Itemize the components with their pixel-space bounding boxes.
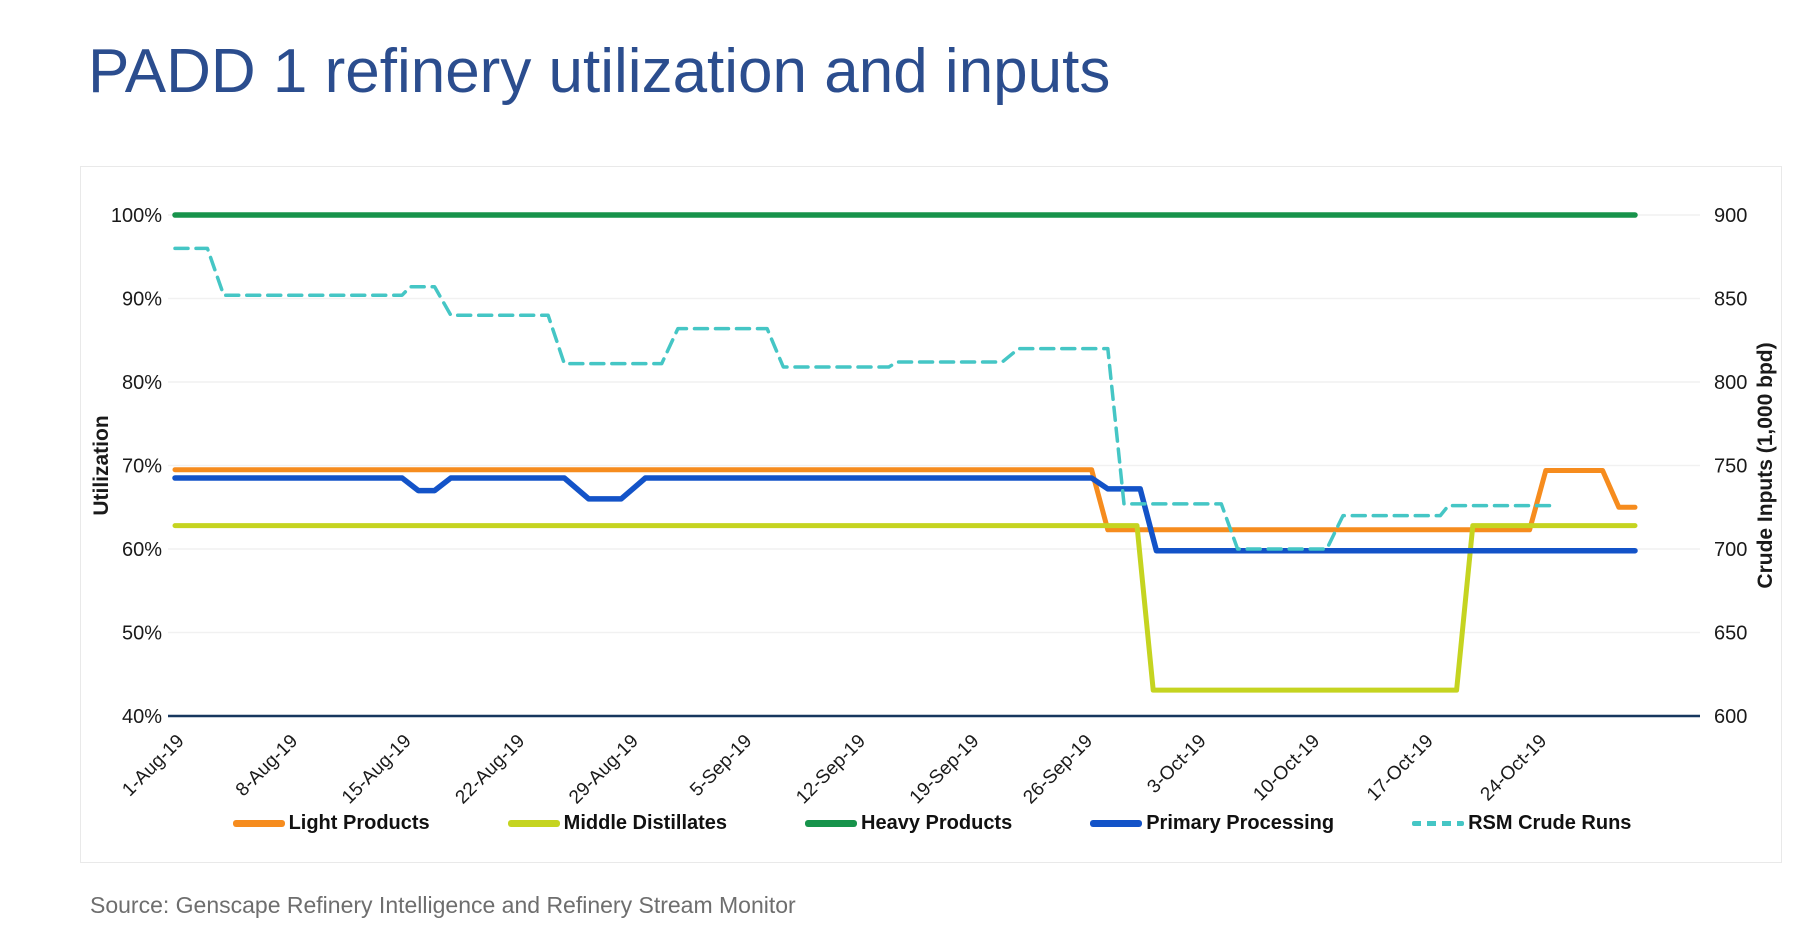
x-axis-tick-label: 1-Aug-19 xyxy=(118,731,188,801)
left-axis-tick-label: 60% xyxy=(122,539,162,561)
series-rsm-crude-runs xyxy=(173,246,1556,551)
right-axis-tick-label: 750 xyxy=(1714,456,1747,478)
heavy-products-swatch-icon xyxy=(805,820,858,827)
right-axis-title: Crude Inputs (1,000 bpd) xyxy=(1754,342,1777,588)
right-axis-tick-label: 900 xyxy=(1714,205,1747,227)
left-axis-title: Utilization xyxy=(90,415,113,515)
x-axis-tick-label: 10-Oct-19 xyxy=(1250,731,1325,806)
legend-label: RSM Crude Runs xyxy=(1468,812,1632,834)
left-axis-tick-label: 70% xyxy=(122,456,162,478)
page-title: PADD 1 refinery utilization and inputs xyxy=(88,37,1111,106)
legend-label: Middle Distillates xyxy=(563,812,728,834)
right-axis-tick-label: 800 xyxy=(1714,372,1747,394)
x-axis-tick-label: 15-Aug-19 xyxy=(338,731,416,809)
legend-label: Primary Processing xyxy=(1146,812,1335,834)
x-axis-tick-label: 3-Oct-19 xyxy=(1143,731,1210,798)
legend-item-primary-processing: Primary Processing xyxy=(1090,812,1334,835)
left-axis-tick-label: 80% xyxy=(122,372,162,394)
light-products-swatch-icon xyxy=(232,820,285,827)
chart-container: 100% 90% 80% 70% 60% 50% 40% 900 850 800 750 700 650… xyxy=(80,166,1782,863)
x-axis-tick-label: 26-Sep-19 xyxy=(1019,731,1097,809)
legend-item-middle-distillates: Middle Distillates xyxy=(507,812,728,835)
left-axis-tick-label: 40% xyxy=(122,706,162,728)
x-axis-tick-label: 12-Sep-19 xyxy=(792,731,870,809)
right-axis-tick-label: 850 xyxy=(1714,289,1747,311)
chart-legend: Light Products Middle Distillates Heavy … xyxy=(81,812,1783,835)
primary-processing-swatch-icon xyxy=(1090,820,1143,827)
x-axis-tick-label: 22-Aug-19 xyxy=(452,731,530,809)
legend-item-rsm-crude-runs: RSM Crude Runs xyxy=(1412,812,1631,835)
legend-item-light-products: Light Products xyxy=(232,812,430,835)
left-axis-tick-label: 100% xyxy=(111,205,162,227)
series-middle-distillates xyxy=(172,523,1638,693)
right-axis-tick-label: 650 xyxy=(1714,623,1747,645)
x-axis-tick-label: 29-Aug-19 xyxy=(565,731,643,809)
x-axis-tick-label: 5-Sep-19 xyxy=(686,731,756,801)
right-axis-tick-label: 600 xyxy=(1714,706,1747,728)
x-axis-tick-label: 19-Sep-19 xyxy=(906,731,984,809)
right-axis-tick-label: 700 xyxy=(1714,539,1747,561)
rsm-crude-runs-swatch-icon xyxy=(1412,821,1465,826)
x-axis-tick-label: 24-Oct-19 xyxy=(1477,731,1552,806)
x-axis-tick-label: 17-Oct-19 xyxy=(1363,731,1438,806)
legend-label: Heavy Products xyxy=(861,812,1013,834)
middle-distillates-swatch-icon xyxy=(507,820,560,827)
legend-label: Light Products xyxy=(288,812,430,834)
series-primary-processing xyxy=(172,475,1638,554)
left-axis-tick-label: 90% xyxy=(122,289,162,311)
refinery-utilization-chart: 100% 90% 80% 70% 60% 50% 40% 900 850 800 750 700 650… xyxy=(90,205,1777,809)
legend-item-heavy-products: Heavy Products xyxy=(805,812,1012,835)
source-note: Source: Genscape Refinery Intelligence a… xyxy=(90,892,796,918)
left-axis-tick-label: 50% xyxy=(122,623,162,645)
x-axis-tick-label: 8-Aug-19 xyxy=(232,731,302,801)
